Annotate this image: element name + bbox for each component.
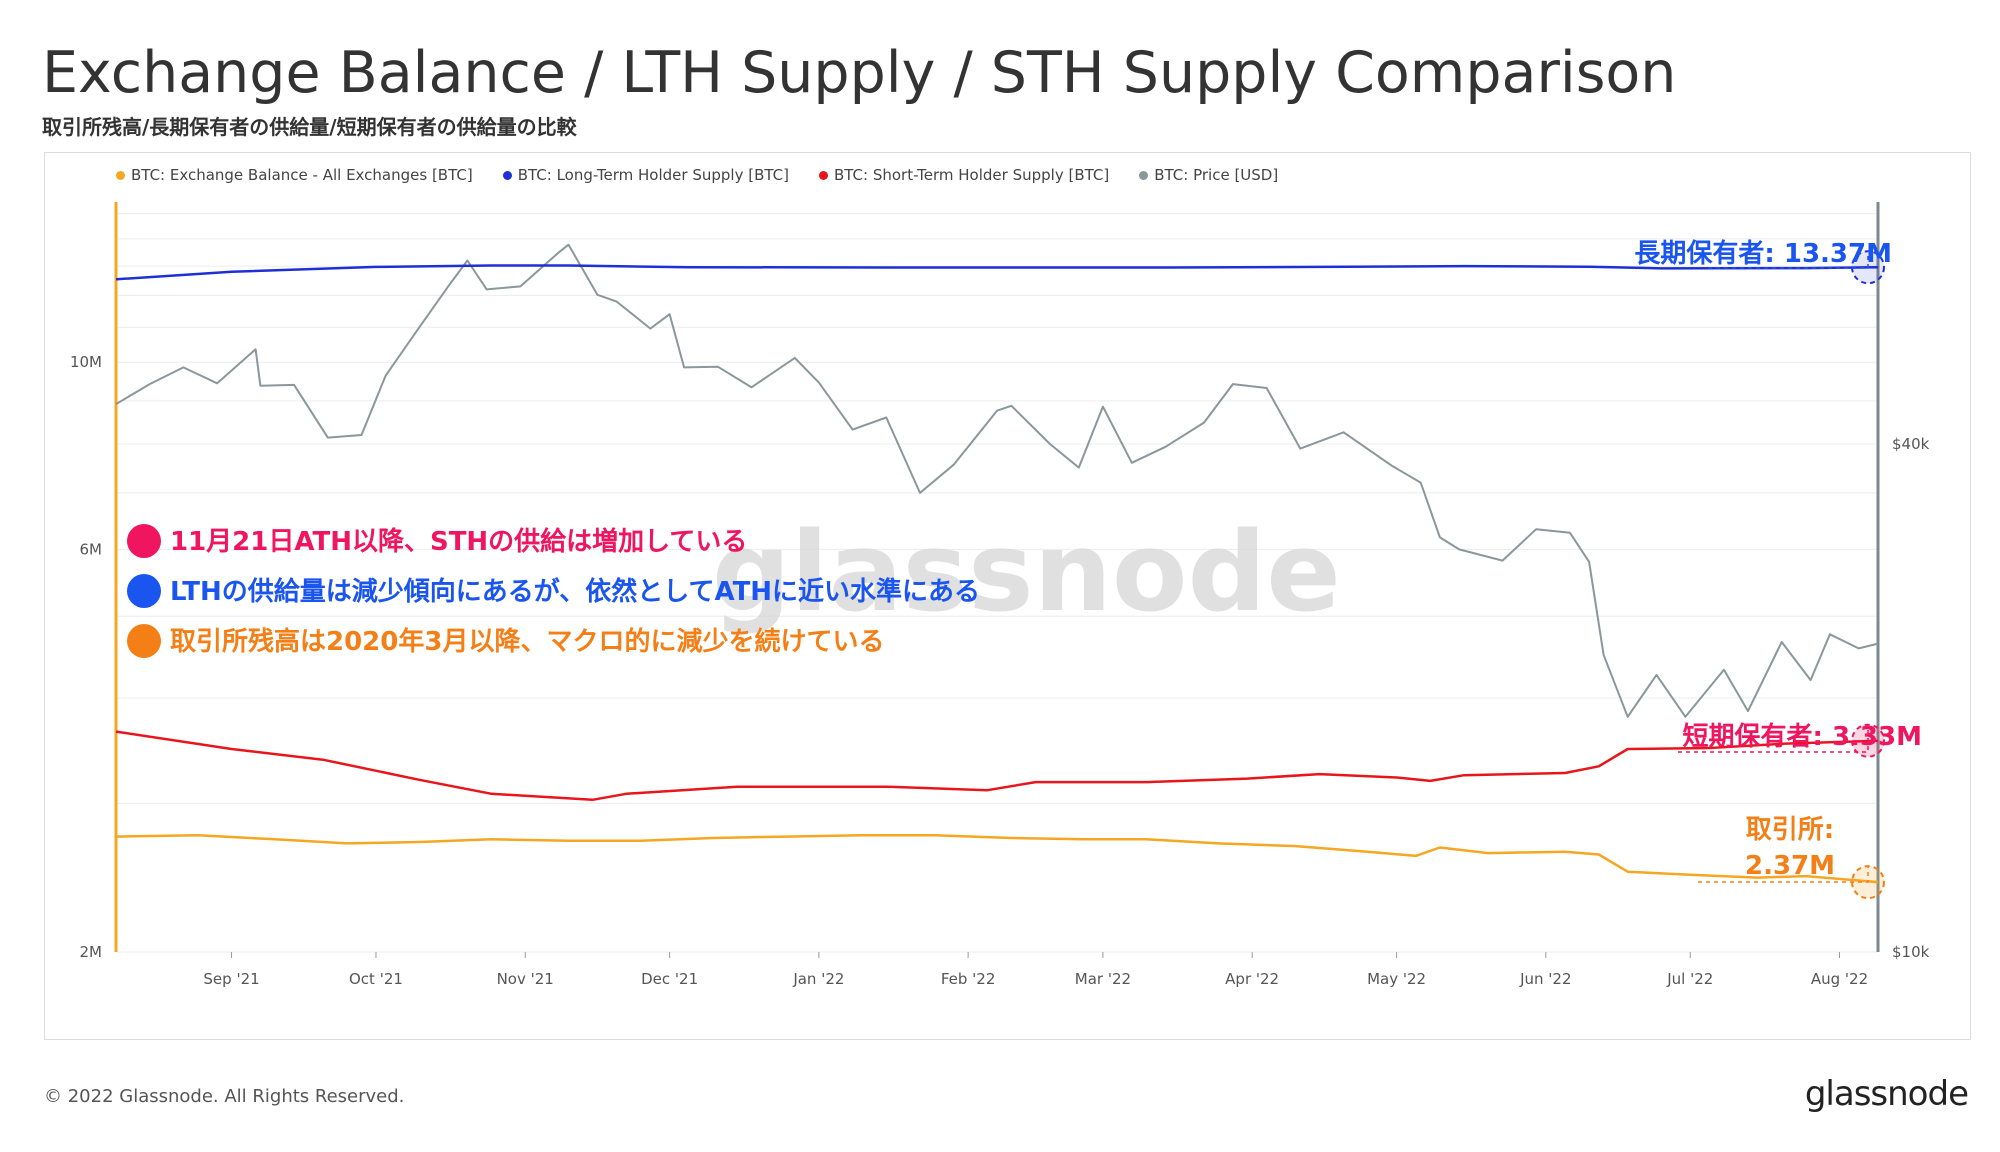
legend-dot-icon xyxy=(818,170,828,180)
y-right-tick-label: $10k xyxy=(1892,943,1930,961)
x-tick-label: Feb '22 xyxy=(941,970,996,988)
exchange-end-label-line2: 2.37M xyxy=(1745,851,1835,881)
x-tick-label: Mar '22 xyxy=(1075,970,1131,988)
y-right-tick-label: $40k xyxy=(1892,435,1930,453)
x-tick-label: Jun '22 xyxy=(1519,970,1571,988)
y-left-tick-label: 6M xyxy=(80,540,103,558)
legend-item-lth[interactable]: BTC: Long-Term Holder Supply [BTC] xyxy=(502,166,789,184)
exchange-label-connector xyxy=(1698,866,1869,883)
legend-label: BTC: Short-Term Holder Supply [BTC] xyxy=(833,166,1110,184)
copyright-text: © 2022 Glassnode. All Rights Reserved. xyxy=(44,1086,405,1107)
legend-label: BTC: Long-Term Holder Supply [BTC] xyxy=(517,166,789,184)
sth-supply-line xyxy=(115,730,1879,802)
x-tick-label: Sep '21 xyxy=(203,970,259,988)
x-tick-label: Dec '21 xyxy=(641,970,698,988)
note-text: 取引所残高は2020年3月以降、マクロ的に減少を続けている xyxy=(170,626,884,657)
x-tick-label: Jul '22 xyxy=(1666,970,1713,988)
sth-end-label: 短期保有者: 3.33M xyxy=(1683,722,1922,752)
lth-label-connector xyxy=(1708,251,1869,269)
note-bullet-icon xyxy=(127,524,161,558)
price-line xyxy=(115,243,1879,718)
x-tick-label: May '22 xyxy=(1367,970,1426,988)
exchange-end-label-line1: 取引所: xyxy=(1746,815,1834,845)
note-bullet-icon xyxy=(127,624,161,658)
glassnode-logo: glassnode xyxy=(1804,1074,1969,1114)
legend-dot-icon xyxy=(116,170,125,180)
lth-supply-line xyxy=(115,264,1879,281)
page-title: Exchange Balance / LTH Supply / STH Supp… xyxy=(42,40,1677,106)
legend-item-exchange[interactable]: BTC: Exchange Balance - All Exchanges [B… xyxy=(116,166,473,184)
legend-dot-icon xyxy=(502,170,512,180)
x-tick-label: Apr '22 xyxy=(1225,970,1279,988)
x-tick-label: Oct '21 xyxy=(349,970,403,988)
legend-item-price[interactable]: BTC: Price [USD] xyxy=(1139,166,1278,184)
legend-item-sth[interactable]: BTC: Short-Term Holder Supply [BTC] xyxy=(818,166,1110,184)
note-bullet-icon xyxy=(127,574,161,608)
legend-label: BTC: Price [USD] xyxy=(1154,166,1279,184)
sth-label-connector xyxy=(1678,724,1869,753)
watermark-text: glassnode xyxy=(712,508,1341,636)
note-text: LTHの供給量は減少傾向にあるが、依然としてATHに近い水準にある xyxy=(170,576,980,607)
legend-dot-icon xyxy=(1139,170,1149,180)
exchange-balance-line xyxy=(115,834,1879,884)
legend-label: BTC: Exchange Balance - All Exchanges [B… xyxy=(131,166,473,184)
chart-legend: BTC: Exchange Balance - All Exchanges [B… xyxy=(116,166,1278,184)
x-tick-label: Aug '22 xyxy=(1811,970,1868,988)
page-subtitle: 取引所残高/長期保有者の供給量/短期保有者の供給量の比較 xyxy=(42,115,577,139)
y-left-tick-label: 2M xyxy=(80,943,103,961)
chart-panel xyxy=(44,152,1971,1040)
note-text: 11月21日ATH以降、STHの供給は増加している xyxy=(170,526,747,557)
x-tick-label: Jan '22 xyxy=(792,970,844,988)
lth-end-label: 長期保有者: 13.37M xyxy=(1634,239,1892,269)
y-left-tick-label: 10M xyxy=(70,353,102,371)
x-tick-label: Nov '21 xyxy=(497,970,554,988)
